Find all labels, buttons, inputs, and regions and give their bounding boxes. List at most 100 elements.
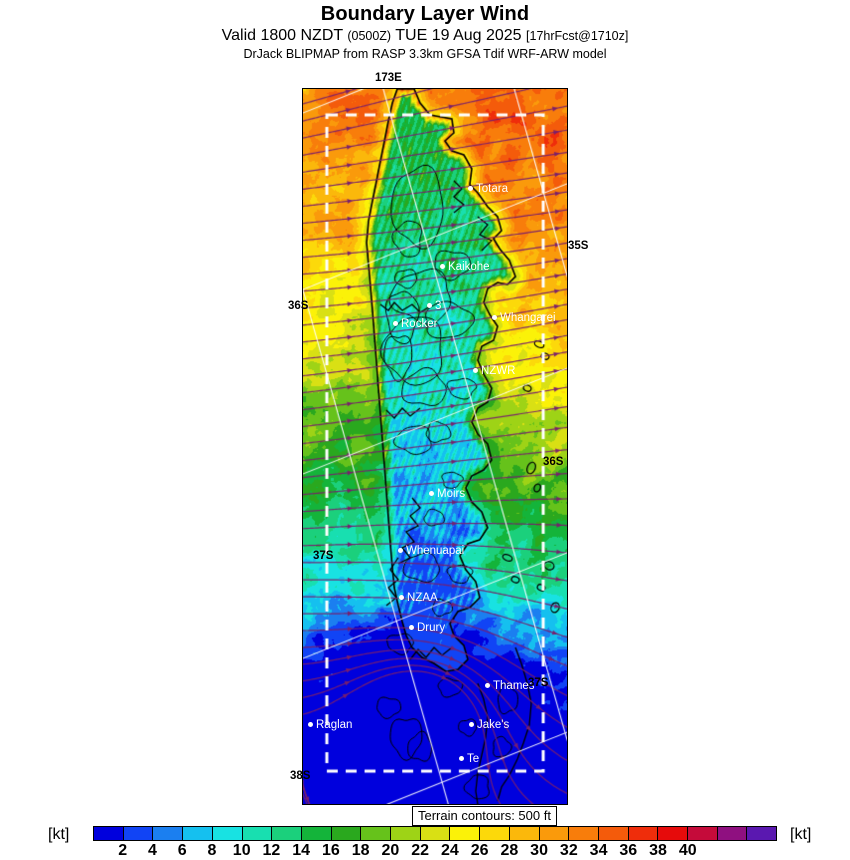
colorbar-swatch <box>658 827 689 840</box>
unit-label-right: [kt] <box>790 826 812 843</box>
map-place-marker: Drury <box>409 622 445 634</box>
map-place-label: NZAA <box>407 592 438 604</box>
colorbar-tick: 28 <box>500 842 519 859</box>
colorbar-tick: 20 <box>381 842 400 859</box>
station-dot-icon <box>429 491 434 496</box>
station-dot-icon <box>308 722 313 727</box>
graticule-label: 36S <box>543 456 564 468</box>
valid-time-line: Valid 1800 NZDT (0500Z) TUE 19 Aug 2025 … <box>0 26 850 46</box>
colorbar-swatch <box>331 827 362 840</box>
colorbar-tick: 32 <box>559 842 578 859</box>
colorbar-swatch <box>272 827 302 840</box>
map-place-label: Thames <box>493 680 535 692</box>
colorbar-swatch <box>153 827 184 840</box>
map-place-label: Te <box>467 753 480 765</box>
colorbar-swatch <box>480 827 510 840</box>
map-place-label: Moirs <box>437 488 466 500</box>
colorbar-tick: 6 <box>177 842 187 859</box>
colorbar-tick: 38 <box>649 842 667 859</box>
graticule-label: 36S <box>288 300 309 312</box>
map-place-marker: Moirs <box>429 488 465 500</box>
page-title: Boundary Layer Wind <box>320 3 530 25</box>
colorbar-tick-labels: 2 4 6 8 10 12 14 16 18 20 22 24 26 28 30 32 34 36 38 40 <box>93 842 777 860</box>
map-place-label: Drury <box>417 622 446 634</box>
station-dot-icon <box>409 625 414 630</box>
map-place-marker: Whangarei <box>492 312 556 324</box>
title-block: Boundary Layer Wind Valid 1800 NZDT (050… <box>0 0 850 62</box>
station-dot-icon <box>473 368 478 373</box>
map-place-marker: Thames <box>485 680 535 692</box>
colorbar-tick: 26 <box>470 842 489 859</box>
colorbar-swatch <box>509 827 540 840</box>
map-place-marker: NZAA <box>399 592 438 604</box>
graticule-label: 37S <box>528 677 549 689</box>
map-place-marker: 3 <box>427 300 441 312</box>
colorbar-swatch <box>183 827 213 840</box>
colorbar-swatches <box>93 826 777 841</box>
map-place-label: Raglan <box>316 719 353 731</box>
colorbar-swatch <box>123 827 154 840</box>
colorbar-tick: 4 <box>148 842 157 859</box>
colorbar-tick: 10 <box>232 842 251 859</box>
forecast-hour-tag: [17hrFcst@1710z] <box>526 29 629 43</box>
map-place-marker: Raglan <box>308 719 352 731</box>
colorbar-swatch <box>212 827 243 840</box>
map-place-label: Totara <box>476 183 508 195</box>
map-place-label: Rocker <box>401 318 438 330</box>
map-place-marker: Jake's <box>469 719 509 731</box>
map-place-marker: NZWR <box>473 365 516 377</box>
graticule-label: 173E <box>375 72 402 84</box>
colorbar-tick: 14 <box>292 842 311 859</box>
model-source-line: DrJack BLIPMAP from RASP 3.3km GFSA Tdif… <box>243 47 607 61</box>
station-dot-icon <box>398 548 403 553</box>
colorbar-swatch <box>688 827 718 840</box>
colorbar-tick: 40 <box>678 842 697 859</box>
colorbar-swatch <box>598 827 629 840</box>
colorbar-swatch <box>628 827 659 840</box>
unit-label-left: [kt] <box>48 826 70 843</box>
terrain-contour-caption: Terrain contours: 500 ft <box>412 806 557 826</box>
station-dot-icon <box>393 321 398 326</box>
colorbar-swatch <box>450 827 481 840</box>
station-dot-icon <box>469 722 474 727</box>
station-dot-icon <box>459 756 464 761</box>
colorbar-swatch <box>301 827 332 840</box>
map-place-label: Whangarei <box>500 312 556 324</box>
map-place-marker: Te <box>459 753 479 765</box>
station-dot-icon <box>485 683 490 688</box>
colorbar-legend: [kt] [kt] 2 4 6 8 10 12 14 16 18 20 22 24 26 28 30 32 34… <box>0 824 850 860</box>
colorbar-swatch <box>747 827 776 840</box>
map-place-label: Whenuapai <box>406 545 465 557</box>
colorbar-tick: 12 <box>262 842 281 859</box>
map-place-marker: Rocker <box>393 318 437 330</box>
map-place-label: Jake's <box>477 719 510 731</box>
colorbar-swatch <box>361 827 392 840</box>
forecast-map[interactable] <box>302 88 568 805</box>
valid-date: TUE 19 Aug 2025 <box>395 27 522 44</box>
graticule-label: 38S <box>290 770 311 782</box>
station-dot-icon <box>399 595 404 600</box>
graticule-label: 35S <box>568 240 589 252</box>
map-place-marker: Whenuapai <box>398 545 464 557</box>
colorbar-tick: 34 <box>589 842 608 859</box>
map-place-label: 3 <box>435 300 442 312</box>
colorbar-swatch <box>420 827 451 840</box>
valid-time-zulu: (0500Z) <box>347 29 392 43</box>
colorbar-swatch <box>242 827 273 840</box>
colorbar-swatch <box>94 827 124 840</box>
map-place-label: NZWR <box>481 365 516 377</box>
station-dot-icon <box>440 264 445 269</box>
colorbar-tick: 24 <box>440 842 459 859</box>
colorbar-swatch <box>539 827 570 840</box>
wind-speed-raster <box>303 89 567 804</box>
valid-time-prefix: Valid 1800 NZDT <box>221 27 343 44</box>
map-place-marker: Kaikohe <box>440 261 490 273</box>
colorbar-swatch <box>391 827 421 840</box>
map-place-label: Kaikohe <box>448 261 490 273</box>
colorbar-swatch <box>569 827 599 840</box>
station-dot-icon <box>468 186 473 191</box>
station-dot-icon <box>427 303 432 308</box>
map-place-marker: Totara <box>468 183 508 195</box>
colorbar-swatch <box>717 827 748 840</box>
graticule-label: 37S <box>313 550 334 562</box>
